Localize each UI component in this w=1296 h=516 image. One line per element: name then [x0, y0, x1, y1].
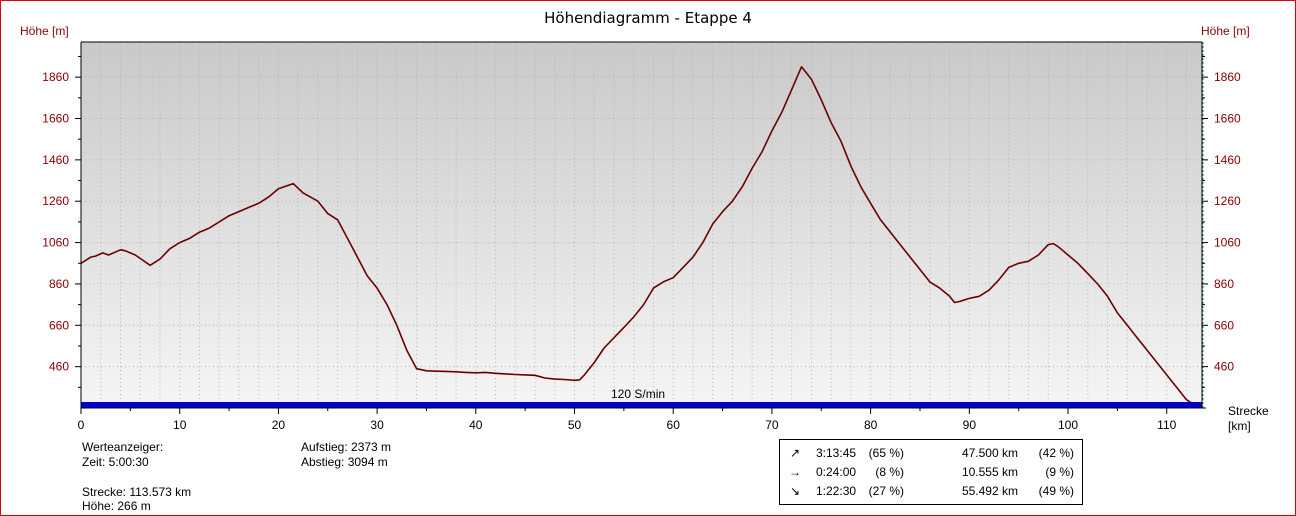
arrow-down-right-icon: ↘ — [789, 484, 801, 498]
elevation-line — [80, 66, 1203, 408]
y-tick-label-left: 1660 — [42, 112, 69, 126]
stats-time: 3:13:45 — [816, 446, 857, 460]
x-tick-label: 90 — [963, 418, 977, 432]
x-axis-unit: [km] — [1228, 419, 1251, 433]
value-display-label: Werteanzeiger: — [82, 440, 164, 454]
stats-distance: 55.492 km — [961, 484, 1018, 498]
ascent-readout: Aufstieg: 2373 m — [301, 440, 392, 454]
y-tick-label-right: 860 — [1214, 277, 1234, 291]
y-tick-label-left: 1460 — [42, 153, 69, 167]
stats-distance-percent: (49 %) — [1038, 484, 1074, 498]
y-tick-label-left: 1860 — [42, 70, 69, 84]
y-tick-label-left: 860 — [49, 277, 69, 291]
stats-time: 0:24:00 — [816, 465, 857, 479]
segment-stats-table: ↗ 3:13:45 (65 %) 47.500 km (42 %) → 0:24… — [779, 439, 1083, 505]
y-tick-label-left: 1060 — [42, 236, 69, 250]
y-tick-label-right: 660 — [1214, 318, 1234, 332]
grid — [81, 42, 1202, 408]
stats-time: 1:22:30 — [816, 484, 857, 498]
y-tick-label-right: 1260 — [1214, 194, 1241, 208]
y-tick-label-left: 660 — [49, 318, 69, 332]
plot-area — [81, 42, 1202, 408]
x-tick-label: 80 — [864, 418, 878, 432]
x-tick-label: 30 — [370, 418, 384, 432]
cadence-label: 120 S/min — [611, 387, 666, 401]
stats-time-percent: (65 %) — [868, 446, 904, 460]
elevation-series — [80, 66, 1203, 408]
stats-distance-percent: (42 %) — [1038, 446, 1074, 460]
altitude-readout: Höhe: 266 m — [82, 499, 151, 513]
y-axis-label-right: Höhe [m] — [1201, 24, 1250, 38]
y-tick-label-left: 460 — [49, 360, 69, 374]
y-tick-label-left: 1260 — [42, 194, 69, 208]
stats-distance-percent: (9 %) — [1045, 465, 1074, 479]
chart-title: Höhendiagramm - Etappe 4 — [544, 9, 752, 27]
x-tick-label: 10 — [173, 418, 187, 432]
stats-row-descent: ↘ 1:22:30 (27 %) 55.492 km (49 %) — [780, 484, 1082, 502]
arrow-right-icon: → — [789, 465, 801, 479]
stats-row-flat: → 0:24:00 (8 %) 10.555 km (9 %) — [780, 465, 1082, 483]
y-tick-label-right: 1660 — [1214, 112, 1241, 126]
x-tick-label: 40 — [469, 418, 483, 432]
stats-distance: 10.555 km — [961, 465, 1018, 479]
stats-distance: 47.500 km — [961, 446, 1018, 460]
y-tick-label-right: 1860 — [1214, 70, 1241, 84]
x-tick-label: 0 — [78, 418, 85, 432]
cadence-bar — [81, 402, 1202, 408]
x-tick-label: 70 — [765, 418, 779, 432]
x-axis-label: Strecke — [1228, 404, 1269, 418]
distance-readout: Strecke: 113.573 km — [82, 485, 192, 499]
x-tick-label: 100 — [1058, 418, 1078, 432]
y-tick-label-right: 1060 — [1214, 236, 1241, 250]
time-readout: Zeit: 5:00:30 — [82, 455, 149, 469]
stats-time-percent: (27 %) — [868, 484, 904, 498]
x-tick-label: 60 — [667, 418, 681, 432]
stats-row-ascent: ↗ 3:13:45 (65 %) 47.500 km (42 %) — [780, 446, 1082, 464]
y-tick-label-right: 1460 — [1214, 153, 1241, 167]
stats-time-percent: (8 %) — [875, 465, 904, 479]
y-axis-label-left: Höhe [m] — [20, 24, 69, 38]
y-tick-label-right: 460 — [1214, 360, 1234, 374]
x-tick-label: 20 — [272, 418, 286, 432]
x-tick-label: 50 — [568, 418, 582, 432]
descent-readout: Abstieg: 3094 m — [301, 455, 388, 469]
x-tick-label: 110 — [1157, 418, 1176, 432]
arrow-up-right-icon: ↗ — [789, 446, 801, 460]
